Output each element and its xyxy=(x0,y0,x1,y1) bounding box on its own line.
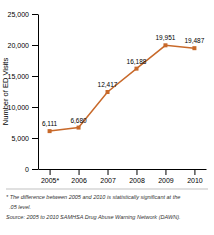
y-tick-label: 0 xyxy=(25,166,29,173)
x-tick: 2007 xyxy=(100,169,116,184)
y-tick: 25,000 xyxy=(8,11,38,18)
plot-area: 05,00010,00015,00020,00025,0002005*20062… xyxy=(1,11,207,184)
x-tick-label: 2009 xyxy=(158,177,174,184)
x-tick: 2008 xyxy=(129,169,145,184)
x-tick-mark xyxy=(50,169,51,175)
footnote: .05 level. xyxy=(6,204,31,210)
footnotes: * The difference between 2005 and 2010 i… xyxy=(6,194,181,220)
y-tick-mark xyxy=(32,45,38,46)
data-label: 6,680 xyxy=(70,117,87,124)
chart-svg: 05,00010,00015,00020,00025,0002005*20062… xyxy=(0,0,214,235)
x-tick: 2006 xyxy=(71,169,87,184)
y-tick: 0 xyxy=(25,166,38,173)
x-axis: 2005* 2006 2007 2008 2009 2010 xyxy=(39,169,207,184)
y-axis-title: Number of ED Visits xyxy=(1,58,10,126)
y-axis-line xyxy=(38,15,39,170)
y-tick-label: 10,000 xyxy=(8,104,30,111)
x-tick-label: 2006 xyxy=(71,177,87,184)
y-tick-label: 20,000 xyxy=(8,42,30,49)
y-tick-label: 15,000 xyxy=(8,73,30,80)
data-labels: 6,111 6,680 12,417 16,188 19,951 19,487 xyxy=(42,34,205,127)
data-label: 19,487 xyxy=(184,37,204,44)
data-label: 12,417 xyxy=(98,81,118,88)
x-tick-label: 2008 xyxy=(129,177,145,184)
footnote: Source: 2005 to 2010 SAMHSA Drug Abuse W… xyxy=(6,214,181,220)
x-tick-mark xyxy=(194,169,195,175)
y-tick-mark xyxy=(32,107,38,108)
y-tick-mark xyxy=(32,14,38,15)
x-tick: 2009 xyxy=(158,169,174,184)
x-axis-line xyxy=(39,169,207,170)
y-axis: 0 5,000 10,000 15,000 20,000 25,000 xyxy=(8,11,39,173)
x-tick: 2005* xyxy=(41,169,60,184)
marker xyxy=(134,67,138,71)
x-tick: 2010 xyxy=(187,169,203,184)
data-label: 19,951 xyxy=(156,34,176,41)
y-tick-mark xyxy=(32,169,38,170)
separator xyxy=(6,189,208,190)
line xyxy=(50,45,195,131)
marker xyxy=(163,43,167,47)
footnote: * The difference between 2005 and 2010 i… xyxy=(6,194,180,200)
marker xyxy=(106,90,110,94)
marks xyxy=(48,43,197,133)
y-tick: 15,000 xyxy=(8,73,38,80)
x-tick-label: 2010 xyxy=(187,177,203,184)
x-tick-mark xyxy=(165,169,166,175)
marker xyxy=(48,129,52,133)
y-tick: 10,000 xyxy=(8,104,38,111)
y-tick-label: 25,000 xyxy=(8,11,30,18)
data-label: 16,188 xyxy=(127,58,147,65)
data-label: 6,111 xyxy=(42,120,58,127)
y-tick-mark xyxy=(32,138,38,139)
y-tick-mark xyxy=(32,76,38,77)
y-tick: 20,000 xyxy=(8,42,38,49)
chart-container: 05,00010,00015,00020,00025,0002005*20062… xyxy=(0,0,214,235)
x-tick-mark xyxy=(79,169,80,175)
x-tick-label: 2005* xyxy=(41,177,60,184)
x-tick-mark xyxy=(136,169,137,175)
y-tick: 5,000 xyxy=(11,135,38,142)
x-tick-label: 2007 xyxy=(100,177,116,184)
x-tick-mark xyxy=(108,169,109,175)
marker xyxy=(192,46,196,50)
y-tick-label: 5,000 xyxy=(11,135,29,142)
marker xyxy=(77,126,81,130)
